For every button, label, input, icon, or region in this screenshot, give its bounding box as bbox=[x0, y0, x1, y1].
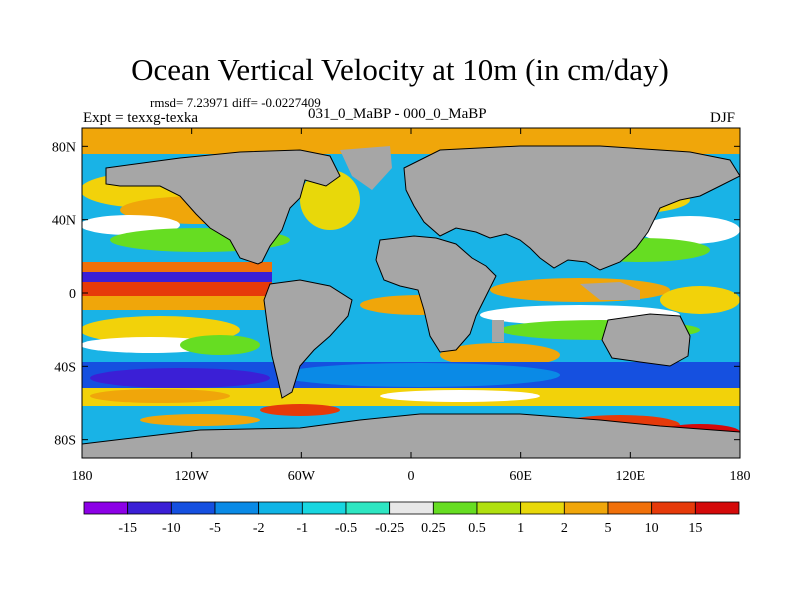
landmass-antarctica bbox=[82, 414, 740, 458]
landmass-madagascar bbox=[492, 320, 504, 342]
lon-label: 120E bbox=[616, 469, 646, 484]
lon-label: 60W bbox=[288, 469, 316, 484]
colorbar-label: 5 bbox=[605, 521, 612, 536]
map-plot-area bbox=[82, 128, 740, 458]
colorbar-swatch bbox=[345, 501, 391, 515]
landmass-africa bbox=[376, 236, 496, 352]
colorbar-label: 1 bbox=[517, 521, 524, 536]
longitude-axis: 180 120W 60W 0 60E 120E 180 bbox=[72, 128, 751, 484]
colorbar-swatch bbox=[694, 501, 740, 515]
experiment-label: Expt = texxg-texka bbox=[83, 110, 199, 126]
lat-label: 40N bbox=[52, 214, 76, 229]
landmass-indonesia bbox=[580, 282, 640, 300]
lon-label: 60E bbox=[509, 469, 532, 484]
colorbar-label: 2 bbox=[561, 521, 568, 536]
colorbar-swatch bbox=[520, 501, 565, 515]
lat-label: 40S bbox=[54, 360, 76, 375]
landmass-south-america bbox=[264, 280, 352, 398]
colorbar-label: -15 bbox=[118, 521, 137, 536]
stats-text: rmsd= 7.23971 diff= -0.0227409 bbox=[150, 95, 321, 110]
season-label: DJF bbox=[710, 110, 736, 126]
colorbar-swatch bbox=[389, 501, 434, 515]
colorbar-swatch bbox=[83, 501, 129, 515]
landmass-australia bbox=[602, 314, 690, 366]
colorbar-label: -0.25 bbox=[375, 521, 404, 536]
landmass-north-america bbox=[106, 150, 340, 264]
lat-label: 80N bbox=[52, 140, 76, 155]
colorbar: -15 -10 -5 -2 -1 -0.5 -0.25 0.25 0.5 1 2 5 10 15 bbox=[83, 501, 740, 536]
latitude-axis: 80N 40N 0 40S 80S bbox=[52, 140, 740, 449]
lon-label: 180 bbox=[72, 469, 93, 484]
landmass-greenland bbox=[340, 146, 392, 190]
colorbar-label: -10 bbox=[162, 521, 181, 536]
colorbar-swatch bbox=[214, 501, 260, 515]
landmass-eurasia bbox=[404, 146, 740, 270]
subtitle: 031_0_MaBP - 000_0_MaBP bbox=[308, 106, 487, 122]
colorbar-swatch bbox=[258, 501, 303, 515]
colorbar-label: 15 bbox=[688, 521, 702, 536]
lat-label: 0 bbox=[69, 287, 76, 302]
colorbar-swatch bbox=[476, 501, 522, 515]
colorbar-swatch bbox=[127, 501, 172, 515]
lon-label: 0 bbox=[408, 469, 415, 484]
colorbar-label: -2 bbox=[253, 521, 265, 536]
colorbar-swatch bbox=[651, 501, 696, 515]
colorbar-label: 0.25 bbox=[421, 521, 446, 536]
chart-title: Ocean Vertical Velocity at 10m (in cm/da… bbox=[131, 52, 669, 87]
lat-label: 80S bbox=[54, 434, 76, 449]
colorbar-label: -1 bbox=[296, 521, 308, 536]
colorbar-label: 10 bbox=[645, 521, 659, 536]
colorbar-swatch bbox=[563, 501, 609, 515]
colorbar-swatch bbox=[301, 501, 347, 515]
lon-label: 180 bbox=[730, 469, 751, 484]
coastlines bbox=[82, 145, 740, 445]
colorbar-label: 0.5 bbox=[468, 521, 486, 536]
colorbar-swatch bbox=[607, 501, 653, 515]
land-masses bbox=[82, 146, 740, 458]
lon-label: 120W bbox=[175, 469, 210, 484]
colorbar-label: -0.5 bbox=[335, 521, 357, 536]
colorbar-swatch bbox=[170, 501, 216, 515]
colorbar-swatch bbox=[432, 501, 478, 515]
colorbar-label: -5 bbox=[209, 521, 221, 536]
